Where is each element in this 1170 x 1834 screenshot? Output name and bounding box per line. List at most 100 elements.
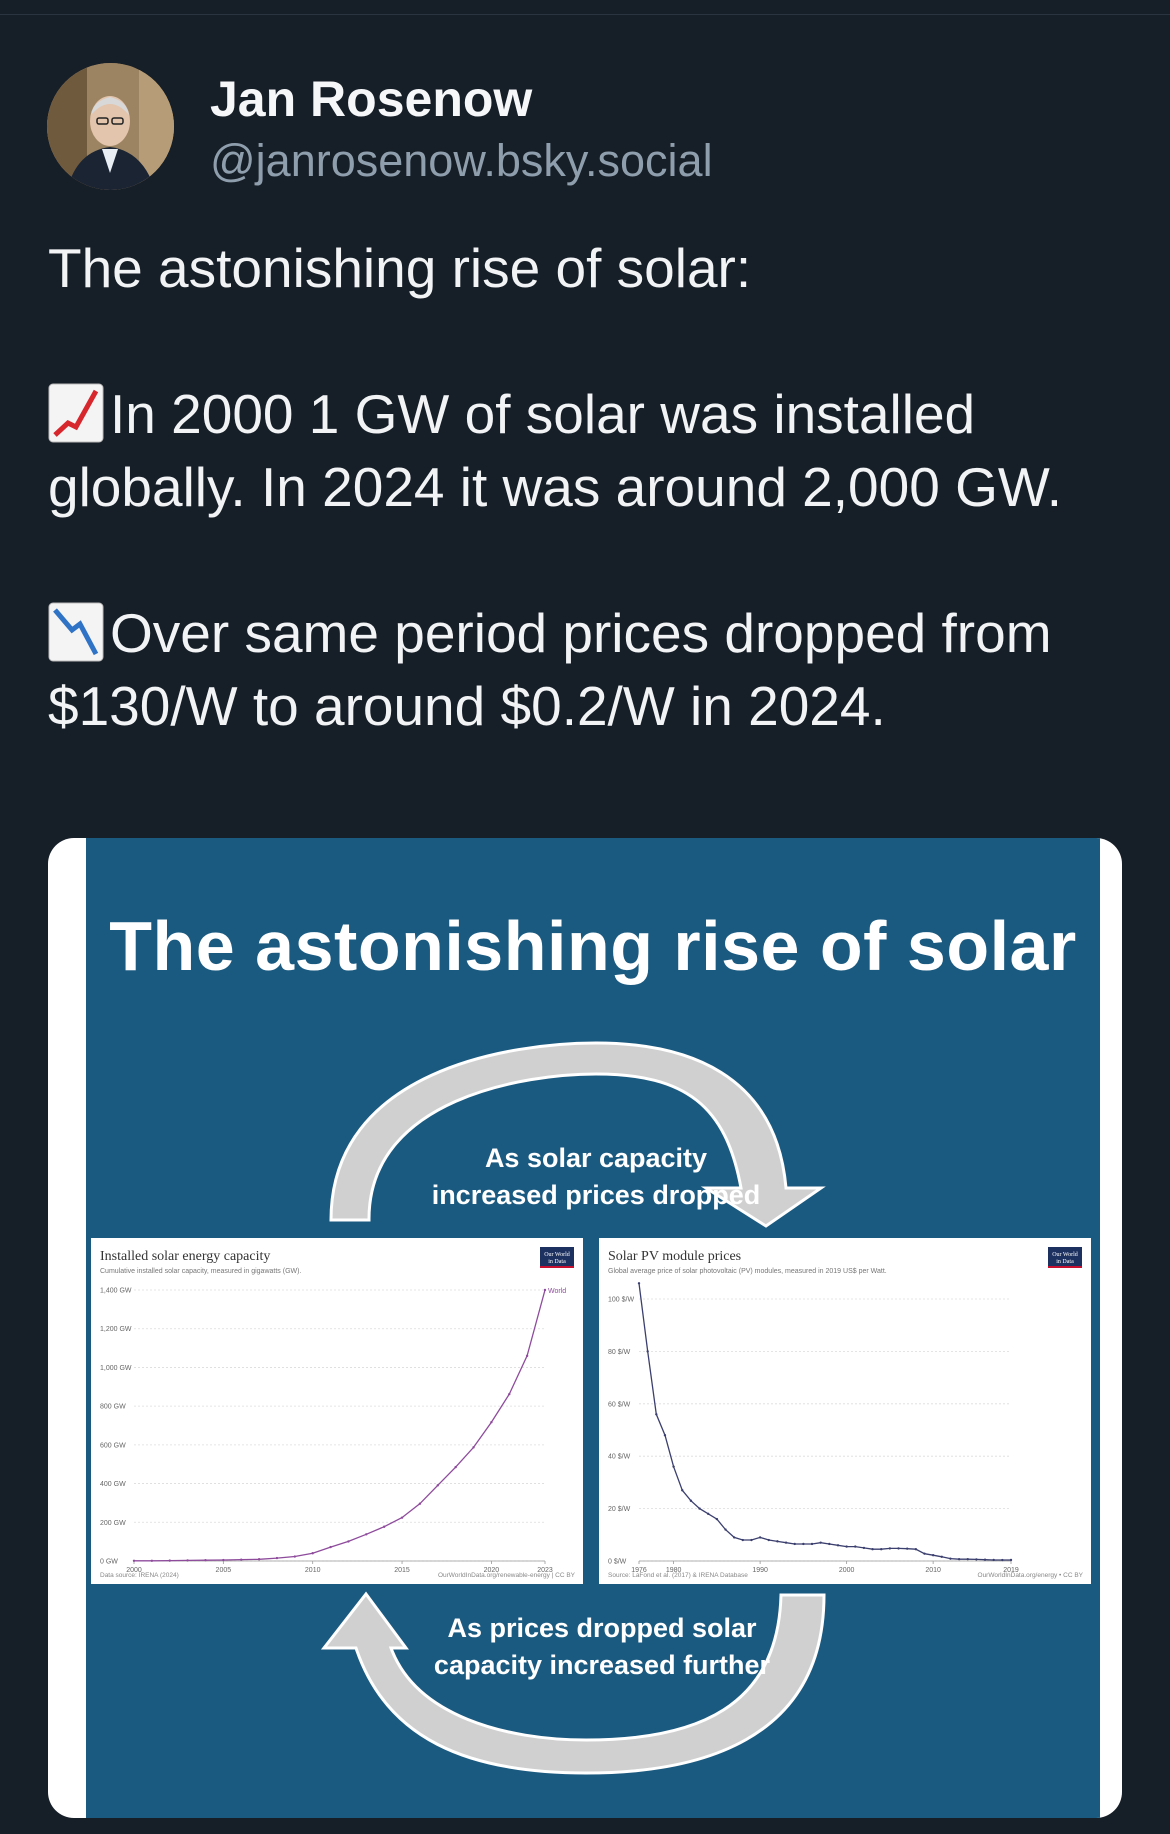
y-tick-label: 0 $/W: [608, 1559, 627, 1566]
data-point: [880, 1548, 883, 1551]
owid-badge-accent: [540, 1266, 574, 1268]
data-point: [931, 1554, 935, 1557]
post-text: The astonishing rise of solar: In 2000 1…: [48, 232, 1128, 743]
data-point: [204, 1559, 207, 1562]
data-point: [655, 1413, 658, 1416]
infographic: The astonishing rise of solar As solar c…: [86, 838, 1100, 1818]
data-point: [862, 1546, 866, 1550]
data-point: [168, 1559, 171, 1562]
data-point: [975, 1558, 978, 1561]
data-point: [828, 1542, 831, 1546]
owid-badge-line-1: Our World: [544, 1252, 570, 1258]
data-point: [810, 1542, 814, 1546]
post-paragraph-2: In 2000 1 GW of solar was installed glob…: [48, 378, 1128, 524]
caption-top-line-1: As solar capacity: [484, 1143, 708, 1173]
data-point: [311, 1552, 314, 1555]
x-tick-label: 2005: [216, 1567, 232, 1574]
data-point: [400, 1516, 404, 1519]
y-tick-label: 40 $/W: [608, 1454, 631, 1461]
caption-bottom-line-1: As prices dropped solar: [447, 1613, 757, 1643]
data-point: [836, 1544, 840, 1547]
owid-badge-line-2: in Data: [1056, 1259, 1074, 1265]
data-point: [888, 1547, 892, 1550]
data-point: [672, 1465, 675, 1468]
owid-badge: [540, 1247, 574, 1268]
author-name[interactable]: Jan Rosenow: [210, 71, 533, 127]
data-point: [767, 1538, 770, 1542]
top-divider: [0, 14, 1170, 15]
y-tick-label: 1,000 GW: [100, 1365, 132, 1372]
series-label: World: [548, 1288, 566, 1295]
x-tick-label: 2015: [394, 1567, 410, 1574]
y-tick-label: 1,400 GW: [100, 1288, 132, 1295]
owid-badge-line-1: Our World: [1052, 1252, 1078, 1258]
x-tick-label: 1990: [752, 1567, 768, 1574]
avatar[interactable]: [47, 63, 174, 190]
data-point: [845, 1545, 848, 1548]
arrow-top: [329, 1041, 826, 1228]
x-tick-label: 2020: [484, 1567, 500, 1574]
data-point: [663, 1434, 667, 1437]
data-point: [257, 1558, 261, 1561]
series-line: [134, 1289, 546, 1562]
data-point: [741, 1538, 745, 1542]
author-handle[interactable]: @janrosenow.bsky.social: [210, 135, 713, 186]
data-point: [802, 1542, 805, 1546]
y-tick-label: 600 GW: [100, 1442, 126, 1449]
data-point: [905, 1547, 909, 1550]
x-tick-label: 1980: [666, 1567, 682, 1574]
data-point: [150, 1559, 154, 1563]
y-tick-label: 20 $/W: [608, 1506, 631, 1513]
data-point: [382, 1525, 386, 1528]
chart-title: Solar PV module prices: [608, 1249, 741, 1264]
y-tick-label: 100 $/W: [608, 1297, 634, 1304]
post-paragraph-3: Over same period prices dropped from $13…: [48, 597, 1128, 743]
data-point: [784, 1541, 788, 1544]
data-point: [776, 1540, 779, 1543]
price-chart-svg: Solar PV module prices Global average pri…: [608, 1247, 1084, 1579]
cycle-arrows: [320, 1041, 826, 1775]
x-tick-label: 2010: [305, 1567, 321, 1574]
arrow-bottom: [320, 1591, 826, 1775]
x-tick-label: 2019: [1003, 1567, 1019, 1574]
capacity-chart: Installed solar energy capacity Cumulativ…: [91, 1238, 583, 1584]
data-point: [132, 1559, 136, 1563]
chart-source: Source: LaFond et al. (2017) & IRENA Dat…: [608, 1572, 748, 1579]
data-point: [940, 1555, 943, 1559]
data-point: [750, 1538, 753, 1542]
image-attachment[interactable]: The astonishing rise of solar As solar c…: [48, 838, 1122, 1818]
chart-source: Data source: IRENA (2024): [100, 1572, 179, 1579]
data-point: [637, 1282, 641, 1285]
data-point: [646, 1350, 649, 1353]
owid-badge-accent: [1048, 1266, 1082, 1268]
data-point: [454, 1465, 457, 1469]
data-point: [724, 1528, 727, 1531]
chart-subtitle: Global average price of solar photovolta…: [608, 1268, 887, 1275]
x-tick-label: 2010: [925, 1567, 941, 1574]
chart-increasing-icon: [48, 383, 104, 443]
chart-decreasing-icon: [48, 602, 104, 662]
data-point: [490, 1421, 493, 1424]
data-point: [698, 1507, 701, 1510]
data-point: [681, 1489, 684, 1492]
caption-bottom: As prices dropped solar capacity increas…: [302, 1610, 902, 1684]
infographic-title: The astonishing rise of solar: [109, 907, 1077, 985]
data-point: [966, 1557, 969, 1561]
data-point: [525, 1354, 529, 1358]
owid-badge-line-2: in Data: [548, 1259, 566, 1265]
data-point: [992, 1558, 995, 1562]
avatar-photo: [47, 63, 174, 190]
x-tick-label: 2023: [537, 1567, 553, 1574]
y-tick-label: 0 GW: [100, 1559, 118, 1566]
data-point: [347, 1540, 350, 1543]
data-point: [436, 1484, 439, 1487]
data-point: [897, 1547, 900, 1550]
y-tick-label: 1,200 GW: [100, 1326, 132, 1333]
data-point: [365, 1533, 368, 1536]
data-point: [854, 1545, 857, 1548]
x-tick-label: 2000: [126, 1567, 142, 1574]
chart-subtitle: Cumulative installed solar capacity, mea…: [100, 1268, 301, 1275]
y-tick-label: 200 GW: [100, 1520, 126, 1527]
data-point: [1009, 1558, 1013, 1562]
capacity-chart-svg: Installed solar energy capacity Cumulativ…: [100, 1247, 576, 1579]
